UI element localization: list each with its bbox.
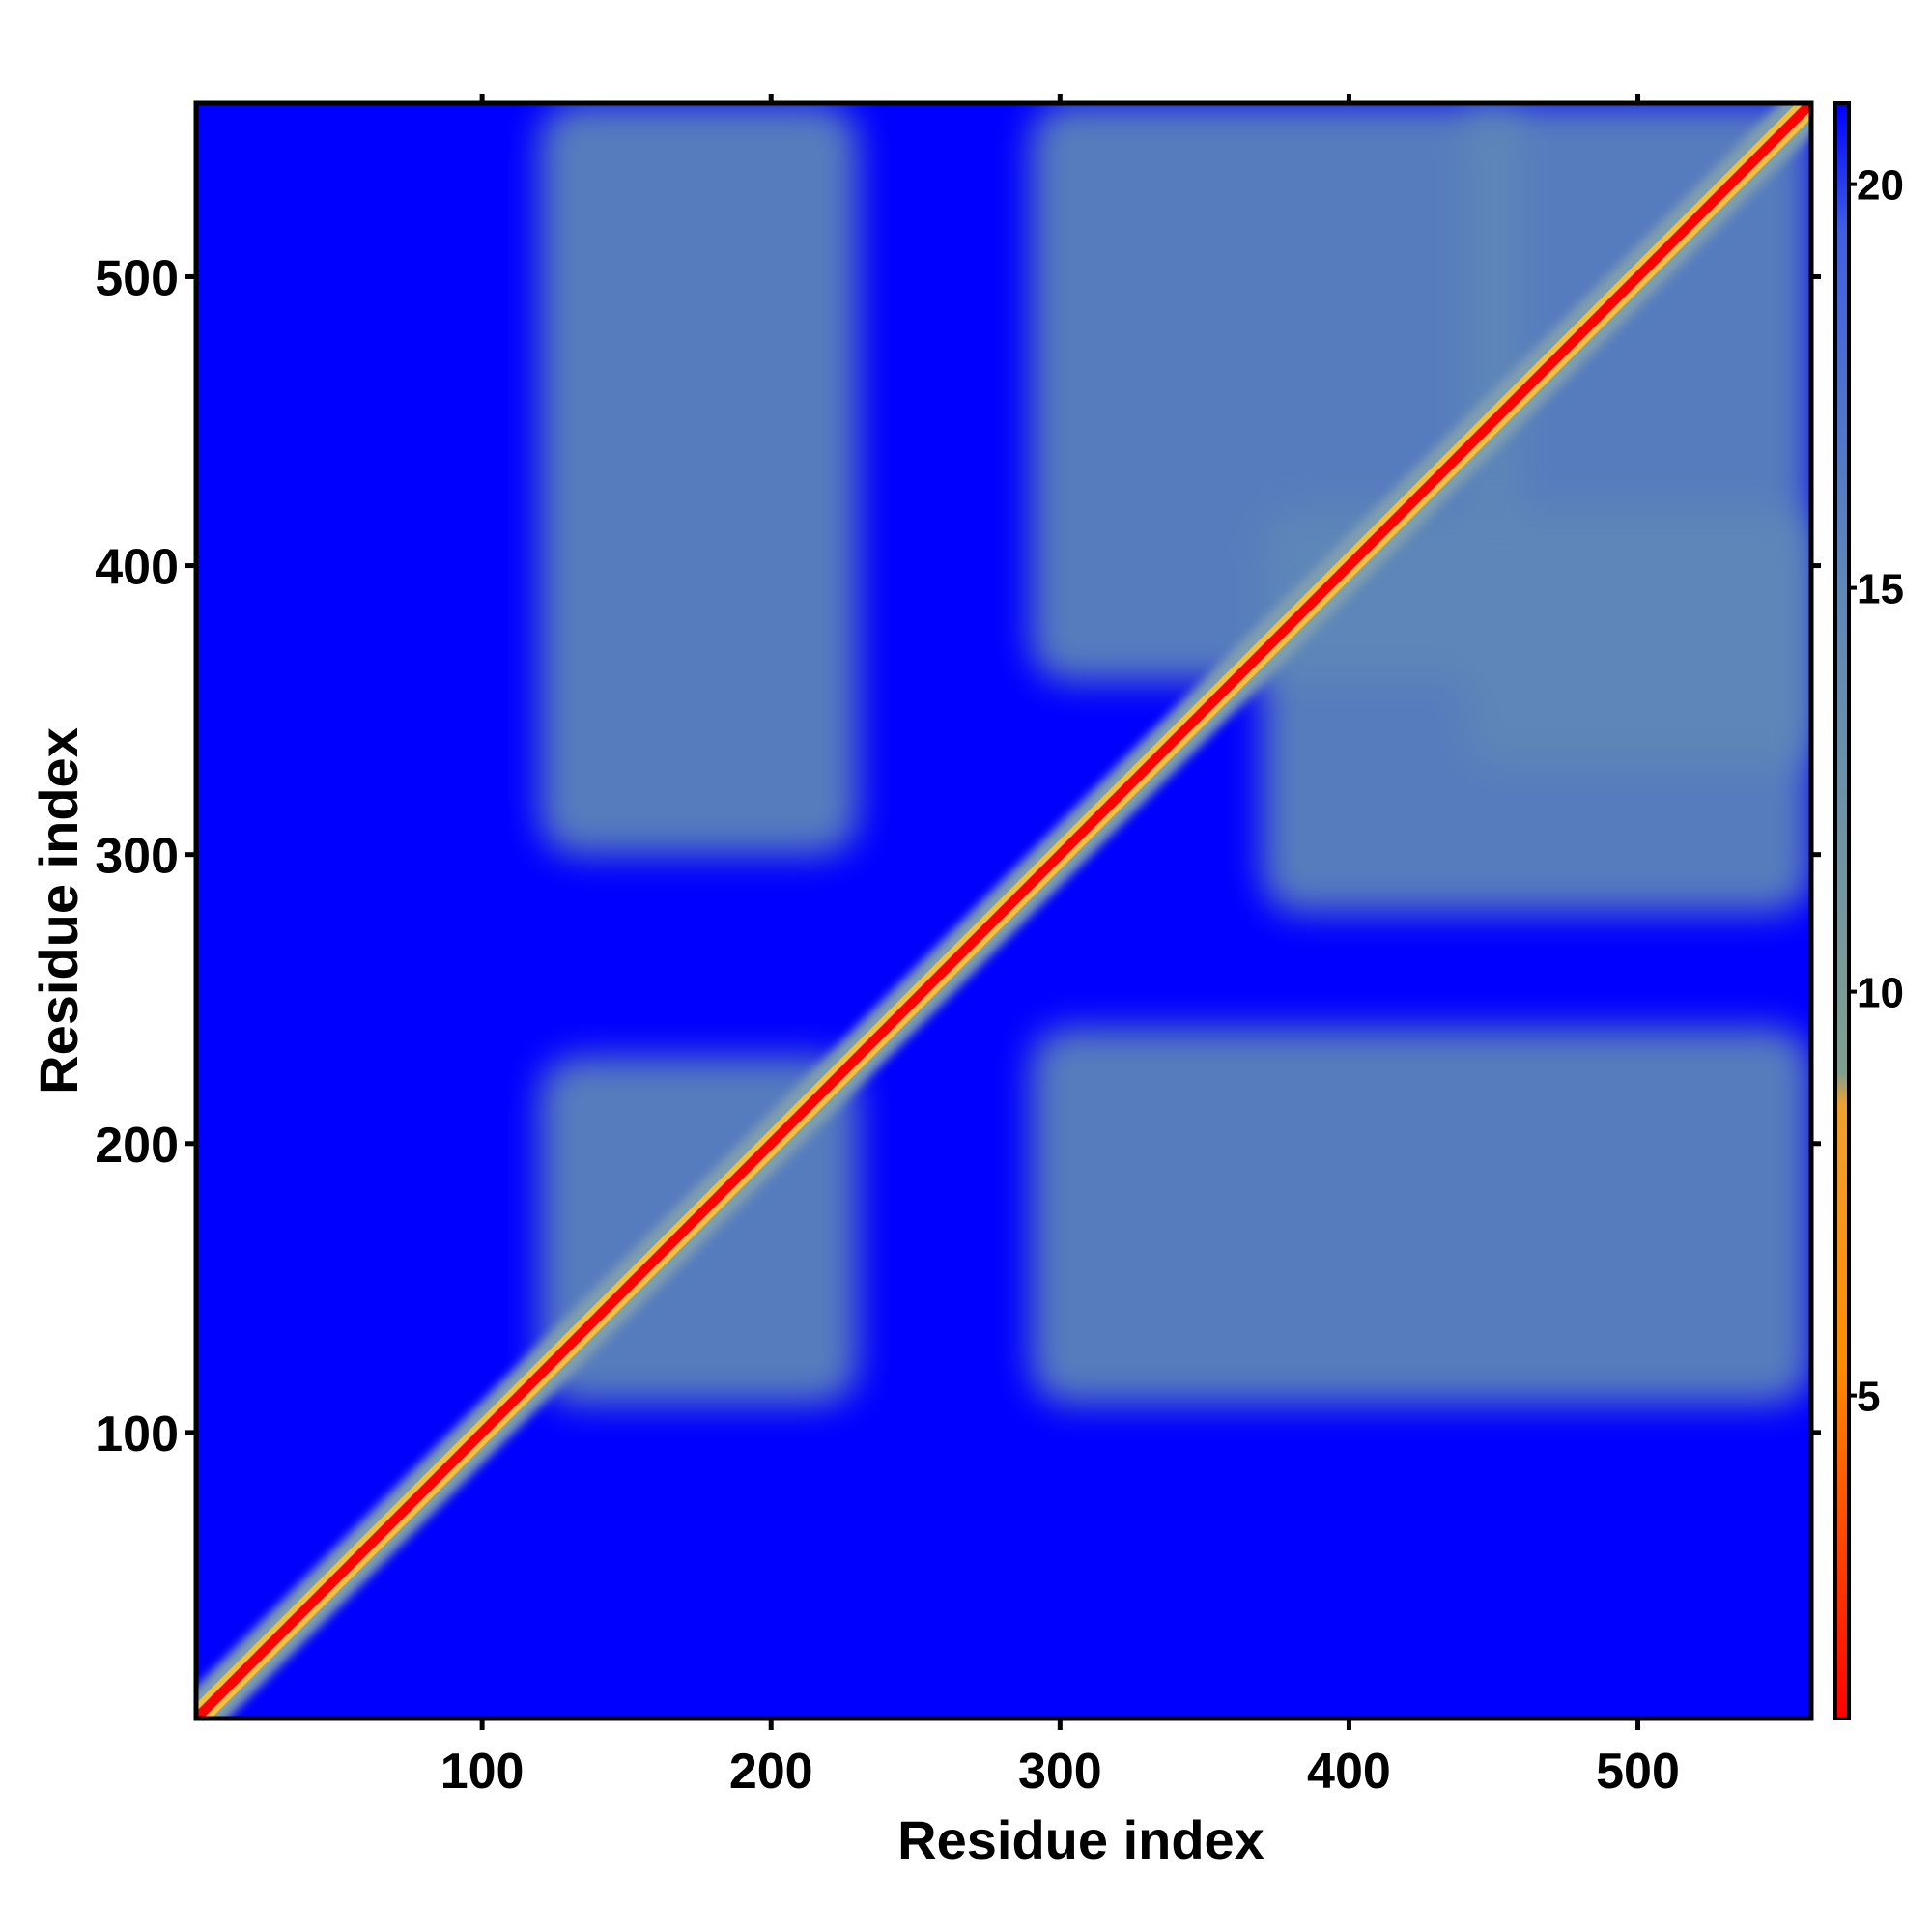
colorbar-tick-label: 5 xyxy=(1857,1374,1880,1421)
y-tick-label: 200 xyxy=(95,1118,179,1174)
contact-region-6 xyxy=(1031,1028,1811,1404)
y-tick-label: 100 xyxy=(95,1406,179,1463)
colorbar-gradient xyxy=(1833,101,1851,1720)
x-tick-label: 200 xyxy=(729,1744,813,1800)
plot-area xyxy=(193,100,1814,1721)
colorbar-tick-label: 10 xyxy=(1857,970,1904,1017)
y-axis: 100 200 300 400 500 xyxy=(95,250,196,1463)
y-axis-title: Residue index xyxy=(28,727,89,1094)
x-tick-label: 500 xyxy=(1596,1744,1680,1800)
diagonal-band xyxy=(196,103,1811,1719)
x-axis: 100 200 300 400 500 xyxy=(440,1719,1680,1800)
x-axis-title: Residue index xyxy=(897,1809,1264,1870)
contact-region-4 xyxy=(1262,507,1811,913)
contact-region-1 xyxy=(539,103,858,855)
diagonal-core xyxy=(196,103,1811,1719)
colorbar-tick-label: 15 xyxy=(1857,566,1904,613)
colorbar-tick-label: 20 xyxy=(1857,162,1904,210)
x-tick-label: 100 xyxy=(440,1744,525,1800)
top-axis xyxy=(479,94,1641,103)
plot-frame xyxy=(193,100,1814,1721)
y-tick-label: 500 xyxy=(95,250,179,306)
right-axis xyxy=(1811,273,1821,1435)
y-tick-label: 400 xyxy=(95,540,179,596)
y-tick-label: 300 xyxy=(95,829,179,885)
x-tick-label: 400 xyxy=(1307,1744,1391,1800)
colorbar: 5 10 15 20 xyxy=(1833,101,1904,1720)
colorbar-ticks: 5 10 15 20 xyxy=(1849,162,1904,1421)
x-tick-label: 300 xyxy=(1018,1744,1102,1800)
